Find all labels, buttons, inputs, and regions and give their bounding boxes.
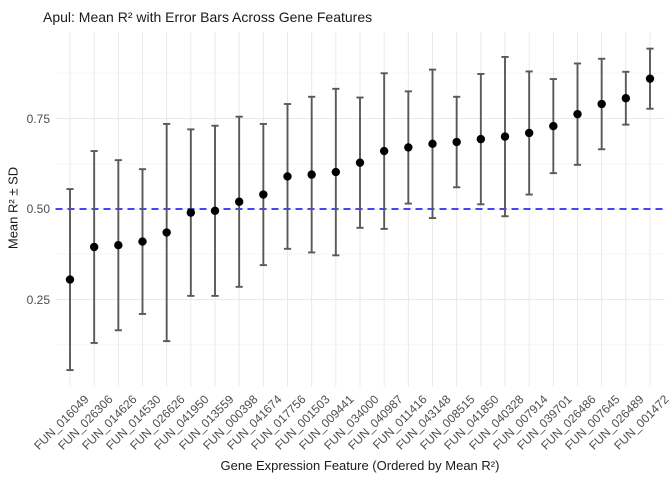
- data-point: [65, 275, 75, 284]
- data-point: [162, 228, 171, 237]
- data-point: [186, 208, 196, 217]
- y-tick-label: 0.25: [26, 292, 50, 307]
- data-point: [259, 190, 268, 199]
- data-point: [114, 241, 123, 250]
- data-point: [404, 143, 413, 152]
- data-point: [452, 137, 461, 147]
- data-point: [549, 121, 558, 131]
- data-point: [500, 132, 510, 141]
- data-point: [524, 128, 534, 138]
- data-point: [283, 172, 292, 181]
- data-point: [138, 237, 147, 246]
- data-point: [234, 197, 244, 206]
- y-tick-label: 0.50: [26, 202, 50, 216]
- data-point: [210, 206, 220, 216]
- data-point: [355, 158, 365, 167]
- data-point: [573, 109, 582, 119]
- data-point: [89, 242, 99, 252]
- data-point: [331, 167, 341, 177]
- data-point: [476, 134, 486, 144]
- data-point: [597, 99, 606, 109]
- data-point: [645, 74, 655, 83]
- chart-title: Apul: Mean R² with Error Bars Across Gen…: [43, 9, 373, 25]
- data-point: [307, 170, 316, 179]
- y-tick-label: 0.75: [26, 111, 50, 126]
- data-point: [621, 94, 631, 103]
- data-point: [379, 146, 389, 156]
- x-axis-title: Gene Expression Feature (Ordered by Mean…: [220, 458, 500, 473]
- data-point: [428, 139, 437, 149]
